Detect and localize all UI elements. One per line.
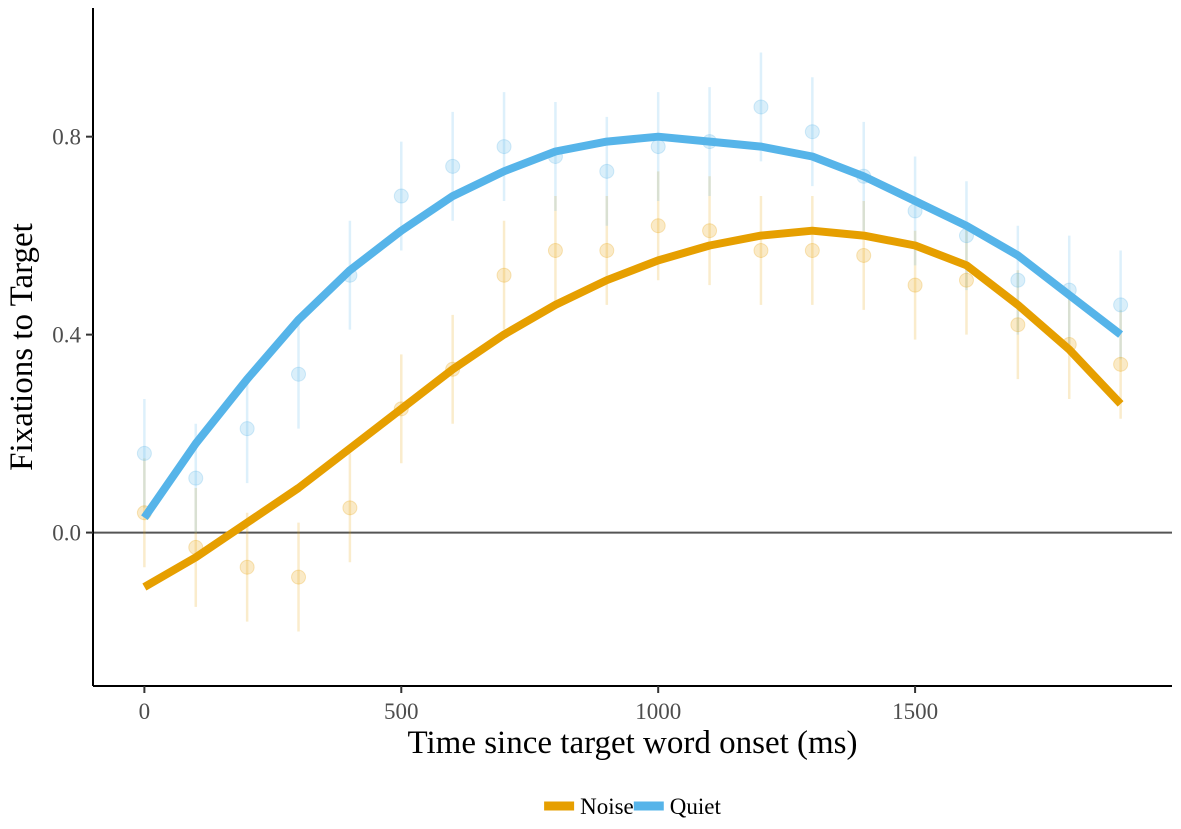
- noise-observed-point: [291, 569, 307, 585]
- noise-observed-point: [342, 500, 358, 516]
- observed-point-layer: [136, 99, 1129, 585]
- legend: Noise Quiet: [544, 794, 721, 819]
- x-tick-label: 0: [139, 699, 151, 724]
- x-tick-label: 1500: [892, 699, 938, 724]
- y-tick-label: 0.4: [52, 323, 81, 348]
- quiet-observed-point: [650, 139, 666, 155]
- quiet-observed-point: [753, 99, 769, 115]
- x-ticks: 0 500 1000 1500: [139, 686, 938, 724]
- quiet-observed-point: [291, 366, 307, 382]
- legend-label-noise: Noise: [580, 794, 634, 819]
- quiet-observed-point: [188, 470, 204, 486]
- noise-observed-point: [907, 277, 923, 293]
- axes: [92, 8, 1172, 687]
- legend-label-quiet: Quiet: [670, 794, 722, 819]
- noise-observed-point: [753, 242, 769, 258]
- noise-observed-point: [856, 247, 872, 263]
- fitted-line-layer: [141, 132, 1124, 591]
- noise-observed-point: [239, 559, 255, 575]
- quiet-observed-point: [496, 139, 512, 155]
- x-tick-label: 1000: [635, 699, 681, 724]
- noise-observed-point: [1113, 356, 1129, 372]
- noise-observed-point: [496, 267, 512, 283]
- y-ticks: 0.0 0.4 0.8: [52, 125, 93, 546]
- noise-observed-point: [599, 242, 615, 258]
- noise-observed-point: [547, 242, 563, 258]
- quiet-observed-point: [1010, 272, 1026, 288]
- noise-observed-point: [804, 242, 820, 258]
- y-axis-title: Fixations to Target: [4, 223, 40, 471]
- noise-observed-point: [650, 218, 666, 234]
- quiet-observed-point: [1113, 297, 1129, 313]
- quiet-fitted-line: [141, 132, 1124, 520]
- x-tick-label: 500: [384, 699, 419, 724]
- quiet-observed-point: [445, 158, 461, 174]
- noise-observed-point: [1010, 317, 1026, 333]
- y-tick-label: 0.0: [52, 521, 81, 546]
- quiet-observed-point: [136, 445, 152, 461]
- noise-observed-point: [702, 223, 718, 239]
- quiet-observed-point: [804, 124, 820, 140]
- y-tick-label: 0.8: [52, 125, 81, 150]
- x-axis-title: Time since target word onset (ms): [407, 725, 857, 761]
- noise-fitted-line: [142, 226, 1124, 591]
- quiet-observed-point: [393, 188, 409, 204]
- noise-observed-point: [958, 272, 974, 288]
- quiet-observed-point: [239, 421, 255, 437]
- quiet-observed-point: [599, 163, 615, 179]
